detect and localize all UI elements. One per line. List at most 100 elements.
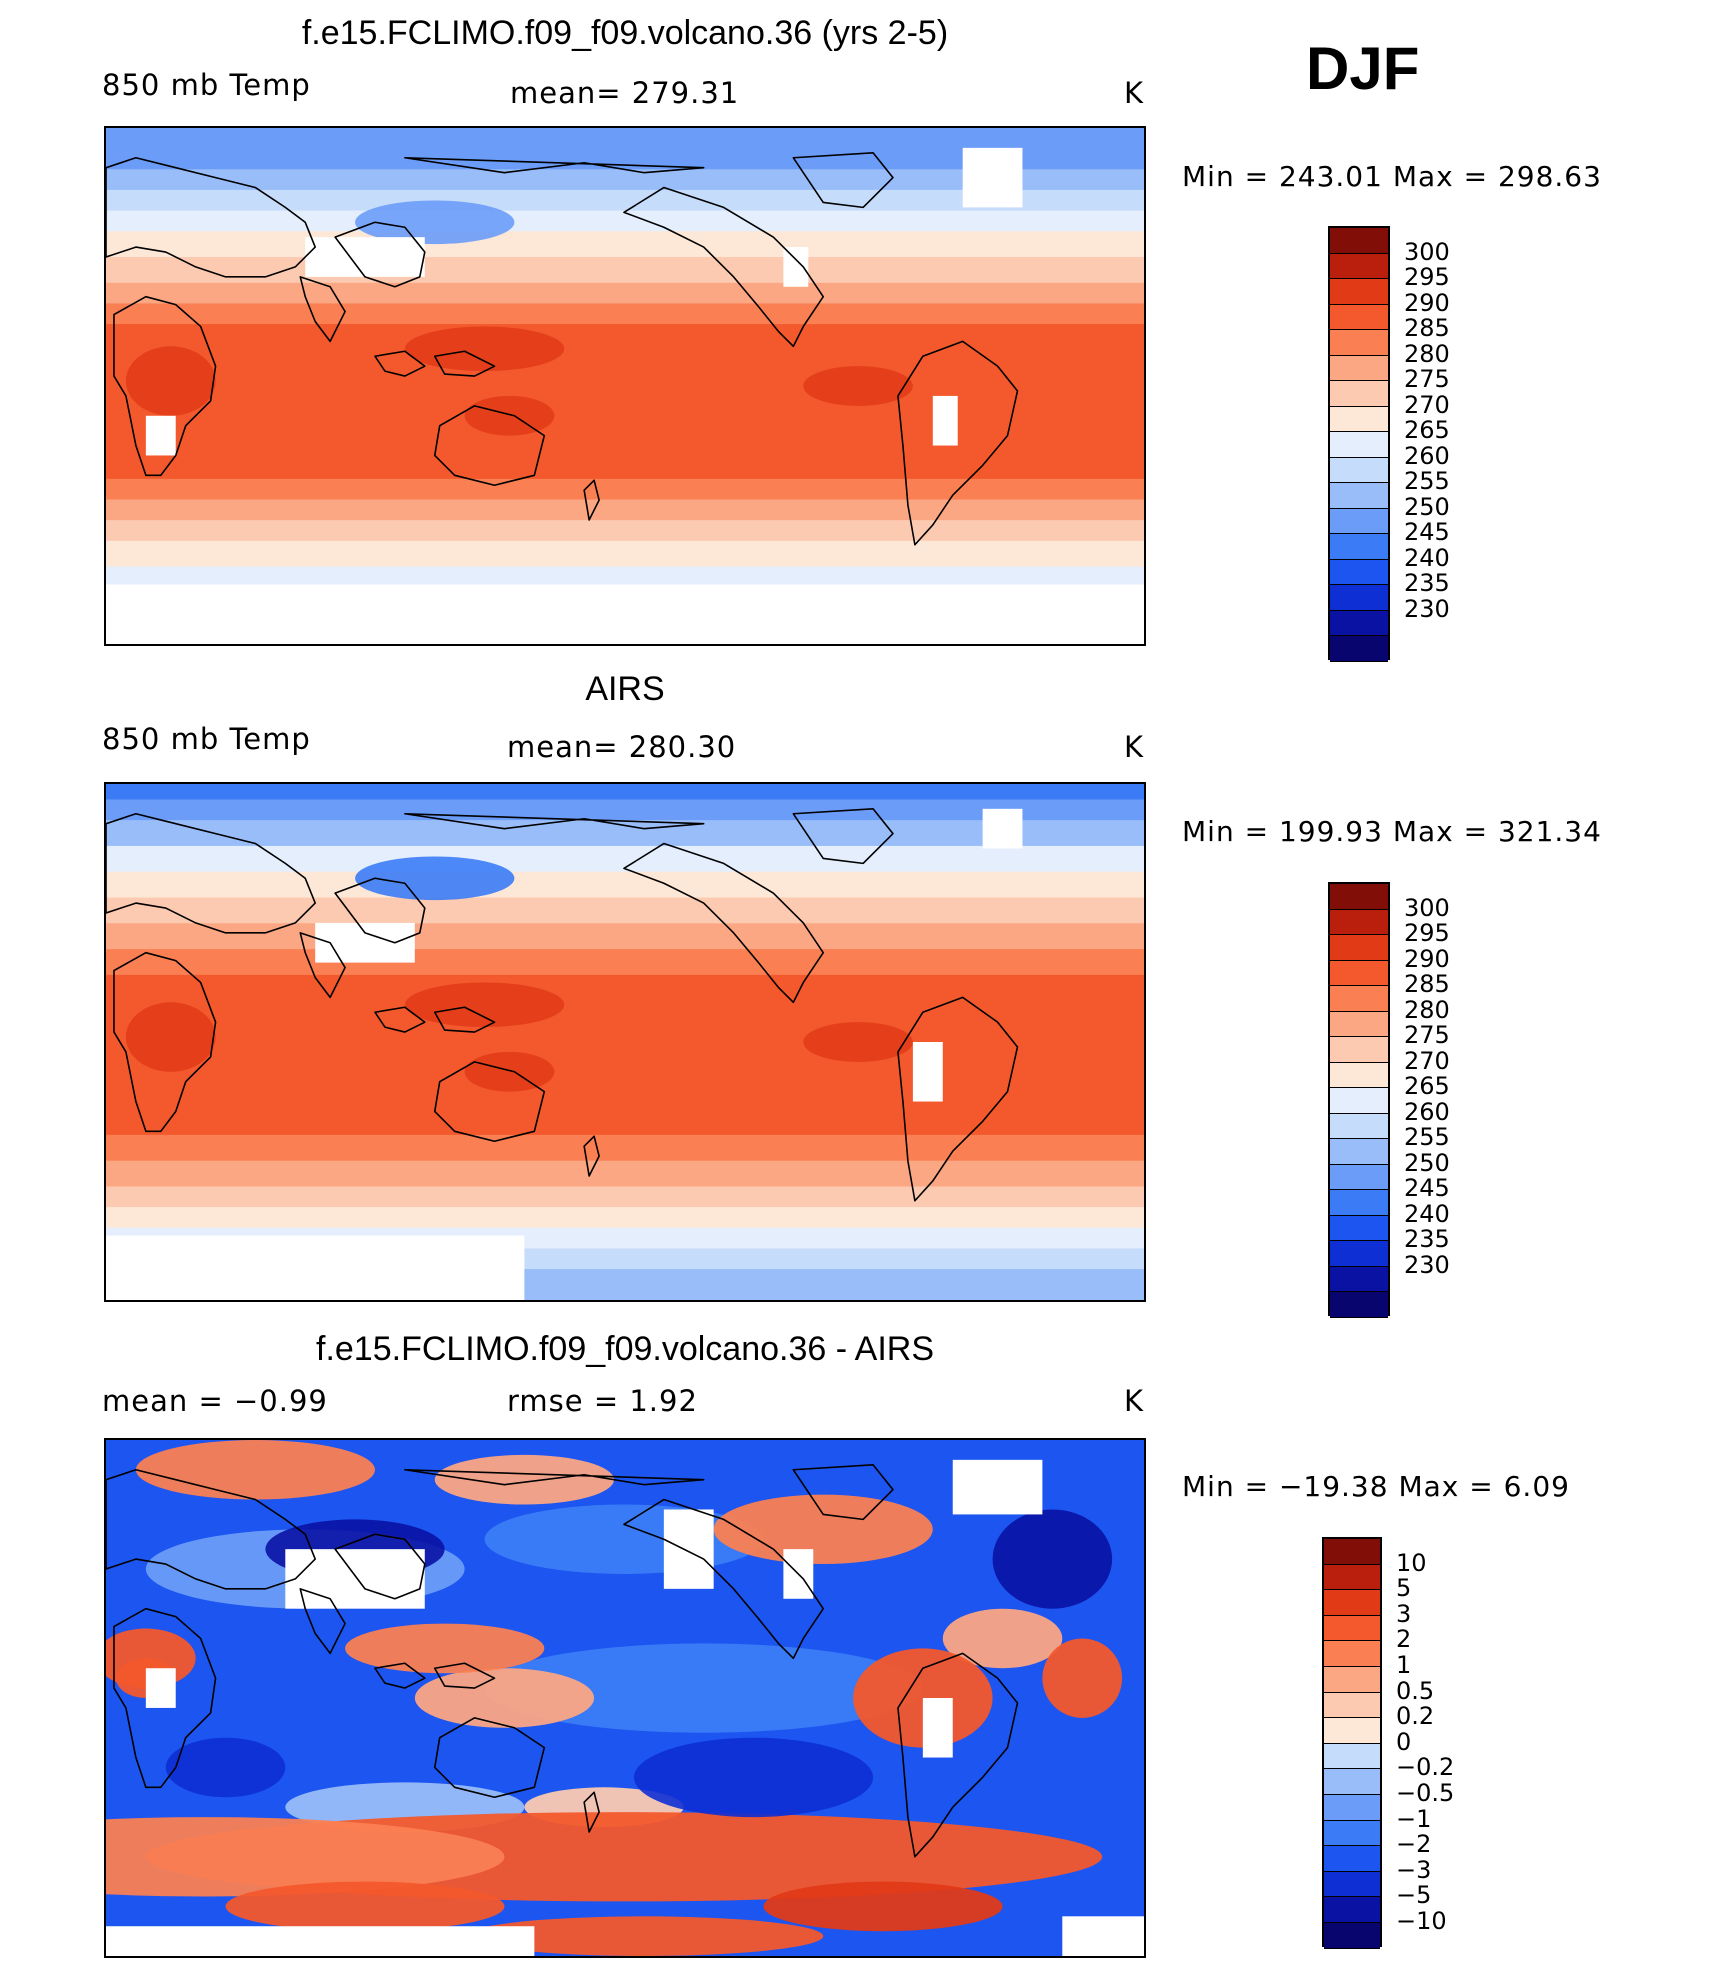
colorbar-tick-label: −1 [1396, 1804, 1432, 1833]
colorbar-tick-label: 245 [1404, 518, 1450, 546]
mean-diff-label: mean = −0.99 [102, 1384, 328, 1418]
colorbar-tick-label: 255 [1404, 467, 1450, 495]
difference-map [104, 1438, 1146, 1958]
colorbar-tick-label: 275 [1404, 365, 1450, 393]
colorbar-tick-label: 235 [1404, 569, 1450, 597]
colorbar-tick-label: 295 [1404, 263, 1450, 291]
colorbar-swatch [1330, 381, 1388, 407]
units-label: K [1124, 1384, 1145, 1418]
colorbar-swatch [1324, 1743, 1380, 1770]
variable-label: 850 mb Temp [102, 68, 311, 102]
colorbar-tick-label: −2 [1396, 1830, 1432, 1859]
colorbar-tick-label: 280 [1404, 339, 1450, 368]
colorbar-tick-label: 265 [1404, 416, 1450, 444]
colorbar-tick-label: −0.5 [1396, 1779, 1455, 1807]
colorbar-box [1328, 226, 1390, 662]
colorbar-swatch [1324, 1667, 1380, 1693]
colorbar-swatch [1330, 1139, 1388, 1165]
colorbar-swatch [1330, 935, 1388, 961]
colorbar-tick-label: 5 [1396, 1574, 1412, 1603]
colorbar-swatch [1330, 1088, 1388, 1114]
colorbar-tick-label: 250 [1404, 1148, 1450, 1177]
colorbar-tick-label: 250 [1404, 492, 1450, 521]
colorbar-swatch [1330, 1241, 1388, 1267]
colorbar-swatch [1324, 1539, 1380, 1565]
colorbar-swatch [1324, 1923, 1380, 1949]
variable-label: 850 mb Temp [102, 722, 311, 756]
colorbar-swatch [1330, 279, 1388, 305]
panel-title: AIRS [585, 670, 665, 708]
colorbar-swatch [1330, 1215, 1388, 1241]
colorbar-tick-label: 255 [1404, 1123, 1450, 1151]
panel-title: f.e15.FCLIMO.f09_f09.volcano.36 - AIRS [316, 1330, 934, 1368]
colorbar-tick-label: 285 [1404, 970, 1450, 998]
colorbar-swatch [1330, 585, 1388, 611]
colorbar-tick-label: 240 [1404, 1199, 1450, 1228]
colorbar-tick-label: 270 [1404, 390, 1450, 419]
colorbar-swatch [1330, 1164, 1388, 1190]
colorbar-tick-label: 285 [1404, 314, 1450, 342]
colorbar-tick-label: 235 [1404, 1225, 1450, 1253]
min-max-label: Min = 243.01 Max = 298.63 [1182, 160, 1602, 193]
mean-label: mean= 280.30 [507, 730, 737, 764]
colorbar-swatch [1330, 1292, 1388, 1318]
colorbar-swatch [1330, 330, 1388, 356]
colorbar-tick-label: 230 [1404, 594, 1450, 623]
colorbar-swatch [1330, 960, 1388, 986]
colorbar-swatch [1330, 406, 1388, 432]
colorbar-swatch [1330, 986, 1388, 1012]
colorbar-swatch [1330, 228, 1388, 254]
colorbar-swatch [1330, 1190, 1388, 1216]
colorbar-tick-label: 270 [1404, 1046, 1450, 1075]
colorbar-tick-label: −0.2 [1396, 1753, 1455, 1782]
colorbar-swatch [1324, 1897, 1380, 1923]
colorbar-tick-label: 295 [1404, 919, 1450, 947]
colorbar-swatch [1330, 355, 1388, 381]
colorbar-swatch [1324, 1820, 1380, 1847]
colorbar-swatch [1330, 304, 1388, 330]
colorbar-tick-label: 280 [1404, 995, 1450, 1024]
colorbar-tick-label: −3 [1396, 1855, 1432, 1884]
min-max-label: Min = 199.93 Max = 321.34 [1182, 815, 1602, 848]
colorbar-swatch [1330, 508, 1388, 534]
colorbar-tick-label: 3 [1396, 1599, 1412, 1628]
colorbar-swatch [1324, 1769, 1380, 1795]
colorbar-tick-label: 0 [1396, 1727, 1412, 1756]
colorbar-swatch [1330, 909, 1388, 935]
colorbar-tick-label: 0.5 [1396, 1676, 1435, 1705]
colorbar-swatch [1330, 457, 1388, 483]
colorbar-tick-label: 300 [1404, 893, 1450, 922]
model-temperature-map [104, 126, 1146, 646]
colorbar-box [1328, 882, 1390, 1318]
colorbar-swatch [1330, 483, 1388, 509]
colorbar-swatch [1330, 884, 1388, 910]
colorbar-swatch [1324, 1718, 1380, 1744]
colorbar-swatch [1330, 1037, 1388, 1063]
mean-label: mean= 279.31 [510, 76, 740, 110]
colorbar-tick-label: −10 [1396, 1907, 1447, 1935]
colorbar-swatch [1330, 534, 1388, 560]
colorbar-swatch [1324, 1692, 1380, 1719]
season-label: DJF [1306, 35, 1420, 102]
rmse-label: rmse = 1.92 [507, 1384, 698, 1418]
colorbar-swatch [1330, 432, 1388, 458]
colorbar-tick-label: 260 [1404, 1097, 1450, 1126]
colorbar-tick-label: 260 [1404, 441, 1450, 470]
colorbar-tick-label: 0.2 [1396, 1702, 1435, 1731]
colorbar-tick-label: 240 [1404, 543, 1450, 572]
colorbar-tick-label: 2 [1396, 1625, 1412, 1654]
colorbar-swatch [1324, 1795, 1380, 1821]
units-label: K [1124, 730, 1145, 764]
colorbar-swatch [1324, 1641, 1380, 1667]
airs-temperature-map [104, 782, 1146, 1302]
colorbar-swatch [1330, 1062, 1388, 1088]
colorbar-swatch [1330, 253, 1388, 279]
colorbar-tick-label: 10 [1396, 1548, 1427, 1577]
colorbar-tick-label: 290 [1404, 288, 1450, 317]
min-max-label: Min = −19.38 Max = 6.09 [1182, 1470, 1570, 1503]
colorbar-swatch [1324, 1846, 1380, 1872]
colorbar-tick-label: 1 [1396, 1651, 1412, 1679]
colorbar-swatch [1330, 1113, 1388, 1139]
colorbar-swatch [1330, 1011, 1388, 1037]
colorbar-box [1322, 1537, 1382, 1949]
